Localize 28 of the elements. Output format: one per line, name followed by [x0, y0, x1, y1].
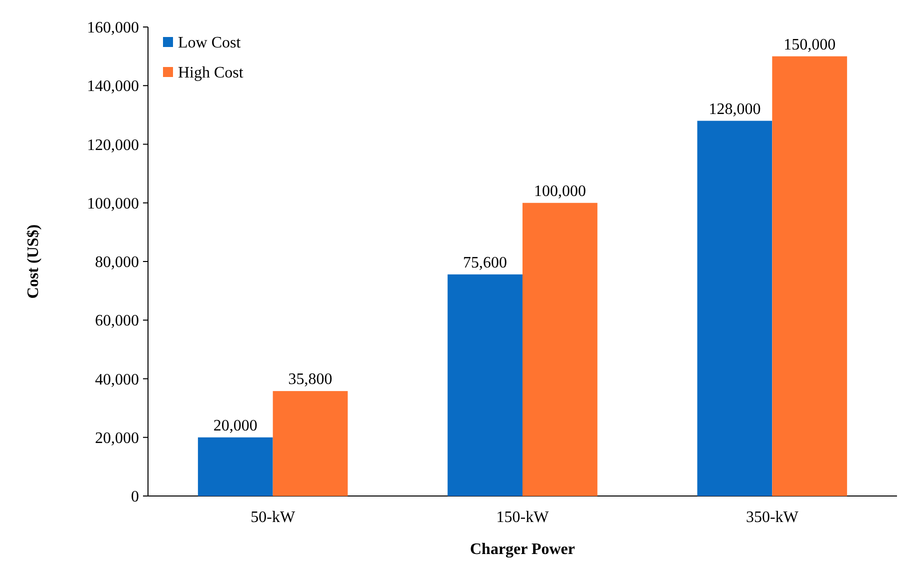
y-tick-label: 40,000	[95, 371, 139, 388]
x-axis-title: Charger Power	[470, 541, 575, 558]
y-tick-label: 100,000	[87, 195, 139, 212]
x-tick-label: 50-kW	[250, 509, 296, 526]
y-tick-label: 160,000	[87, 20, 139, 37]
text: 75,600	[463, 254, 508, 272]
legend-label: Low Cost	[178, 34, 242, 52]
y-tick-label: 20,000	[95, 430, 139, 447]
bar	[272, 391, 348, 496]
text: 150,000	[784, 36, 836, 54]
x-tick-label: 350-kW	[746, 509, 800, 526]
bar	[772, 56, 848, 496]
y-tick-label: 140,000	[87, 78, 139, 96]
text: 100,000	[534, 182, 586, 200]
bar	[198, 437, 273, 496]
x-tick-label: 150-kW	[496, 509, 550, 526]
text: 35,800	[288, 371, 332, 388]
y-tick-label: 60,000	[95, 312, 139, 330]
y-tick-label: 120,000	[87, 136, 139, 154]
legend-label: High Cost	[178, 64, 244, 82]
y-tick-label: 0	[131, 488, 139, 506]
text: 20,000	[213, 417, 258, 434]
text: 128,000	[708, 100, 761, 118]
y-axis-title: Cost (US$)	[25, 224, 42, 299]
bar	[448, 274, 522, 496]
bar	[697, 120, 772, 496]
bar	[522, 202, 598, 496]
y-tick-label: 80,000	[95, 254, 139, 272]
